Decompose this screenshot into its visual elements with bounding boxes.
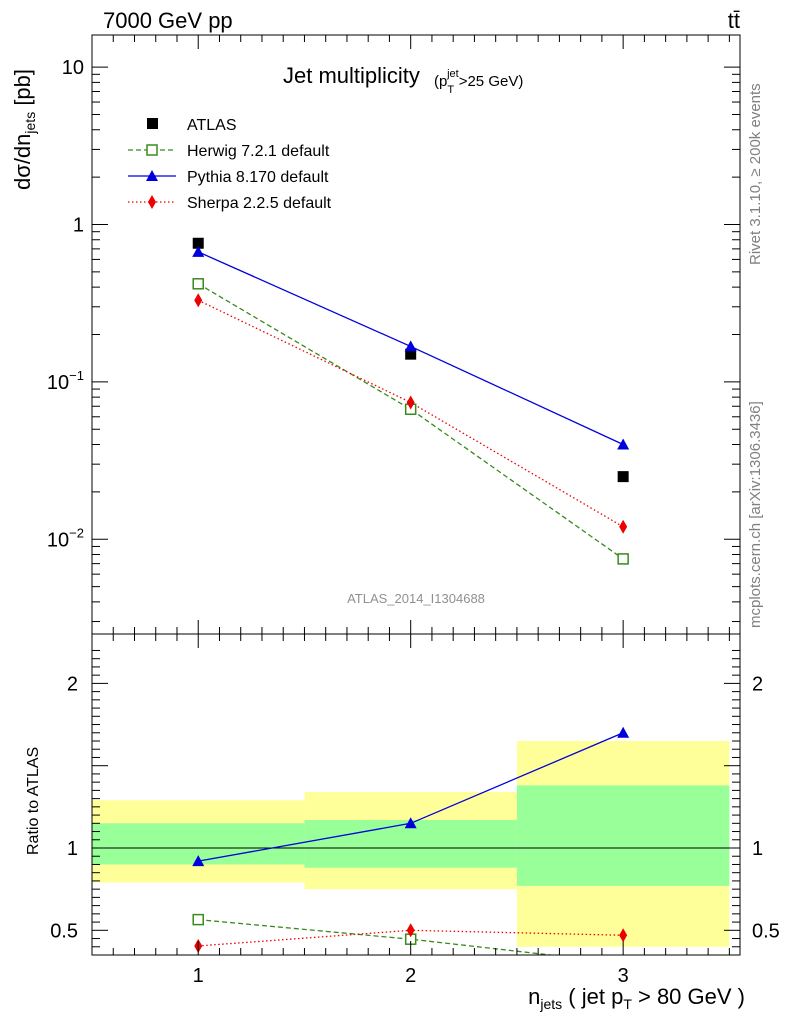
mcplots-label: mcplots.cern.ch [arXiv:1306.3436] <box>747 401 764 628</box>
legend-entry-herwig: Herwig 7.2.1 default <box>128 143 330 160</box>
legend-marker-sherpa <box>148 195 156 209</box>
main-y-tick-label: 1 <box>73 214 84 236</box>
collision-energy-label: 7000 GeV pp <box>103 8 233 33</box>
ratio-y-tick-label: 1 <box>67 838 78 860</box>
ratio-y-tick-label: 0.5 <box>50 920 78 942</box>
legend-marker-herwig <box>146 144 158 156</box>
ratio-plot-panel: 0.5 0.5 1 1 2 2 1 2 3 Ratio to ATLAS njets ( jet… <box>25 633 780 1012</box>
ratio-y-tick-label: 2 <box>67 673 78 695</box>
legend-marker-pythia <box>146 170 158 181</box>
ratio-point-pythia <box>617 726 630 738</box>
rivet-version-label: Rivet 3.1.10, ≥ 200k events <box>747 83 764 265</box>
ratio-point-pythia <box>192 855 205 867</box>
main-point-atlas <box>405 348 417 360</box>
legend: ATLAS Herwig 7.2.1 default Pythia 8.170 … <box>128 117 332 212</box>
main-point-sherpa <box>194 293 203 308</box>
main-point-sherpa <box>619 519 628 534</box>
chart-title: Jet multiplicity <box>283 63 420 88</box>
legend-label-herwig: Herwig 7.2.1 default <box>187 143 330 160</box>
ratio-point-pythia <box>404 817 417 829</box>
main-point-pythia <box>404 340 417 352</box>
main-y-tick-label: 10−1 <box>47 368 84 394</box>
legend-label-sherpa: Sherpa 2.2.5 default <box>187 195 332 212</box>
analysis-id-label: ATLAS_2014_I1304688 <box>347 591 485 606</box>
x-tick-label: 3 <box>618 965 629 987</box>
main-point-herwig <box>617 553 629 565</box>
chart-title-cut: (pTjet>25 GeV) <box>434 68 523 96</box>
ratio-y-tick-label-right: 0.5 <box>752 920 780 942</box>
ratio-y-tick-label-right: 1 <box>752 838 763 860</box>
main-point-atlas <box>617 471 629 483</box>
ratio-point-sherpa <box>619 928 628 943</box>
x-axis-label: njets ( jet pT > 80 GeV ) <box>528 984 745 1012</box>
uncertainty-band-stat <box>516 785 730 886</box>
main-point-pythia <box>617 438 630 450</box>
legend-marker-atlas <box>147 118 158 129</box>
ratio-point-sherpa <box>406 923 415 938</box>
legend-entry-pythia: Pythia 8.170 default <box>128 169 329 186</box>
legend-label-atlas: ATLAS <box>187 117 237 134</box>
main-y-tick-label: 10−2 <box>47 525 84 551</box>
legend-entry-sherpa: Sherpa 2.2.5 default <box>128 195 332 212</box>
process-label: tt̄ <box>728 8 740 33</box>
main-y-axis-label: dσ/dnjets [pb] <box>10 69 38 190</box>
ratio-plot-frame <box>91 633 741 956</box>
main-point-pythia <box>192 245 205 257</box>
x-tick-label: 2 <box>405 965 416 987</box>
main-point-sherpa <box>406 395 415 410</box>
x-tick-label: 1 <box>193 965 204 987</box>
ratio-y-axis-label: Ratio to ATLAS <box>25 747 42 855</box>
legend-label-pythia: Pythia 8.170 default <box>187 169 329 186</box>
legend-entry-atlas: ATLAS <box>147 117 237 134</box>
ratio-y-tick-label-right: 2 <box>752 673 763 695</box>
main-point-herwig <box>192 278 204 290</box>
main-line-herwig <box>197 283 624 560</box>
main-plot-panel: 10 1 10−1 10−2 Jet multiplicity (pTjet>25 G… <box>10 34 741 635</box>
ratio-point-herwig <box>192 913 204 926</box>
main-y-tick-label: 10 <box>62 57 84 79</box>
main-point-atlas <box>192 237 204 249</box>
